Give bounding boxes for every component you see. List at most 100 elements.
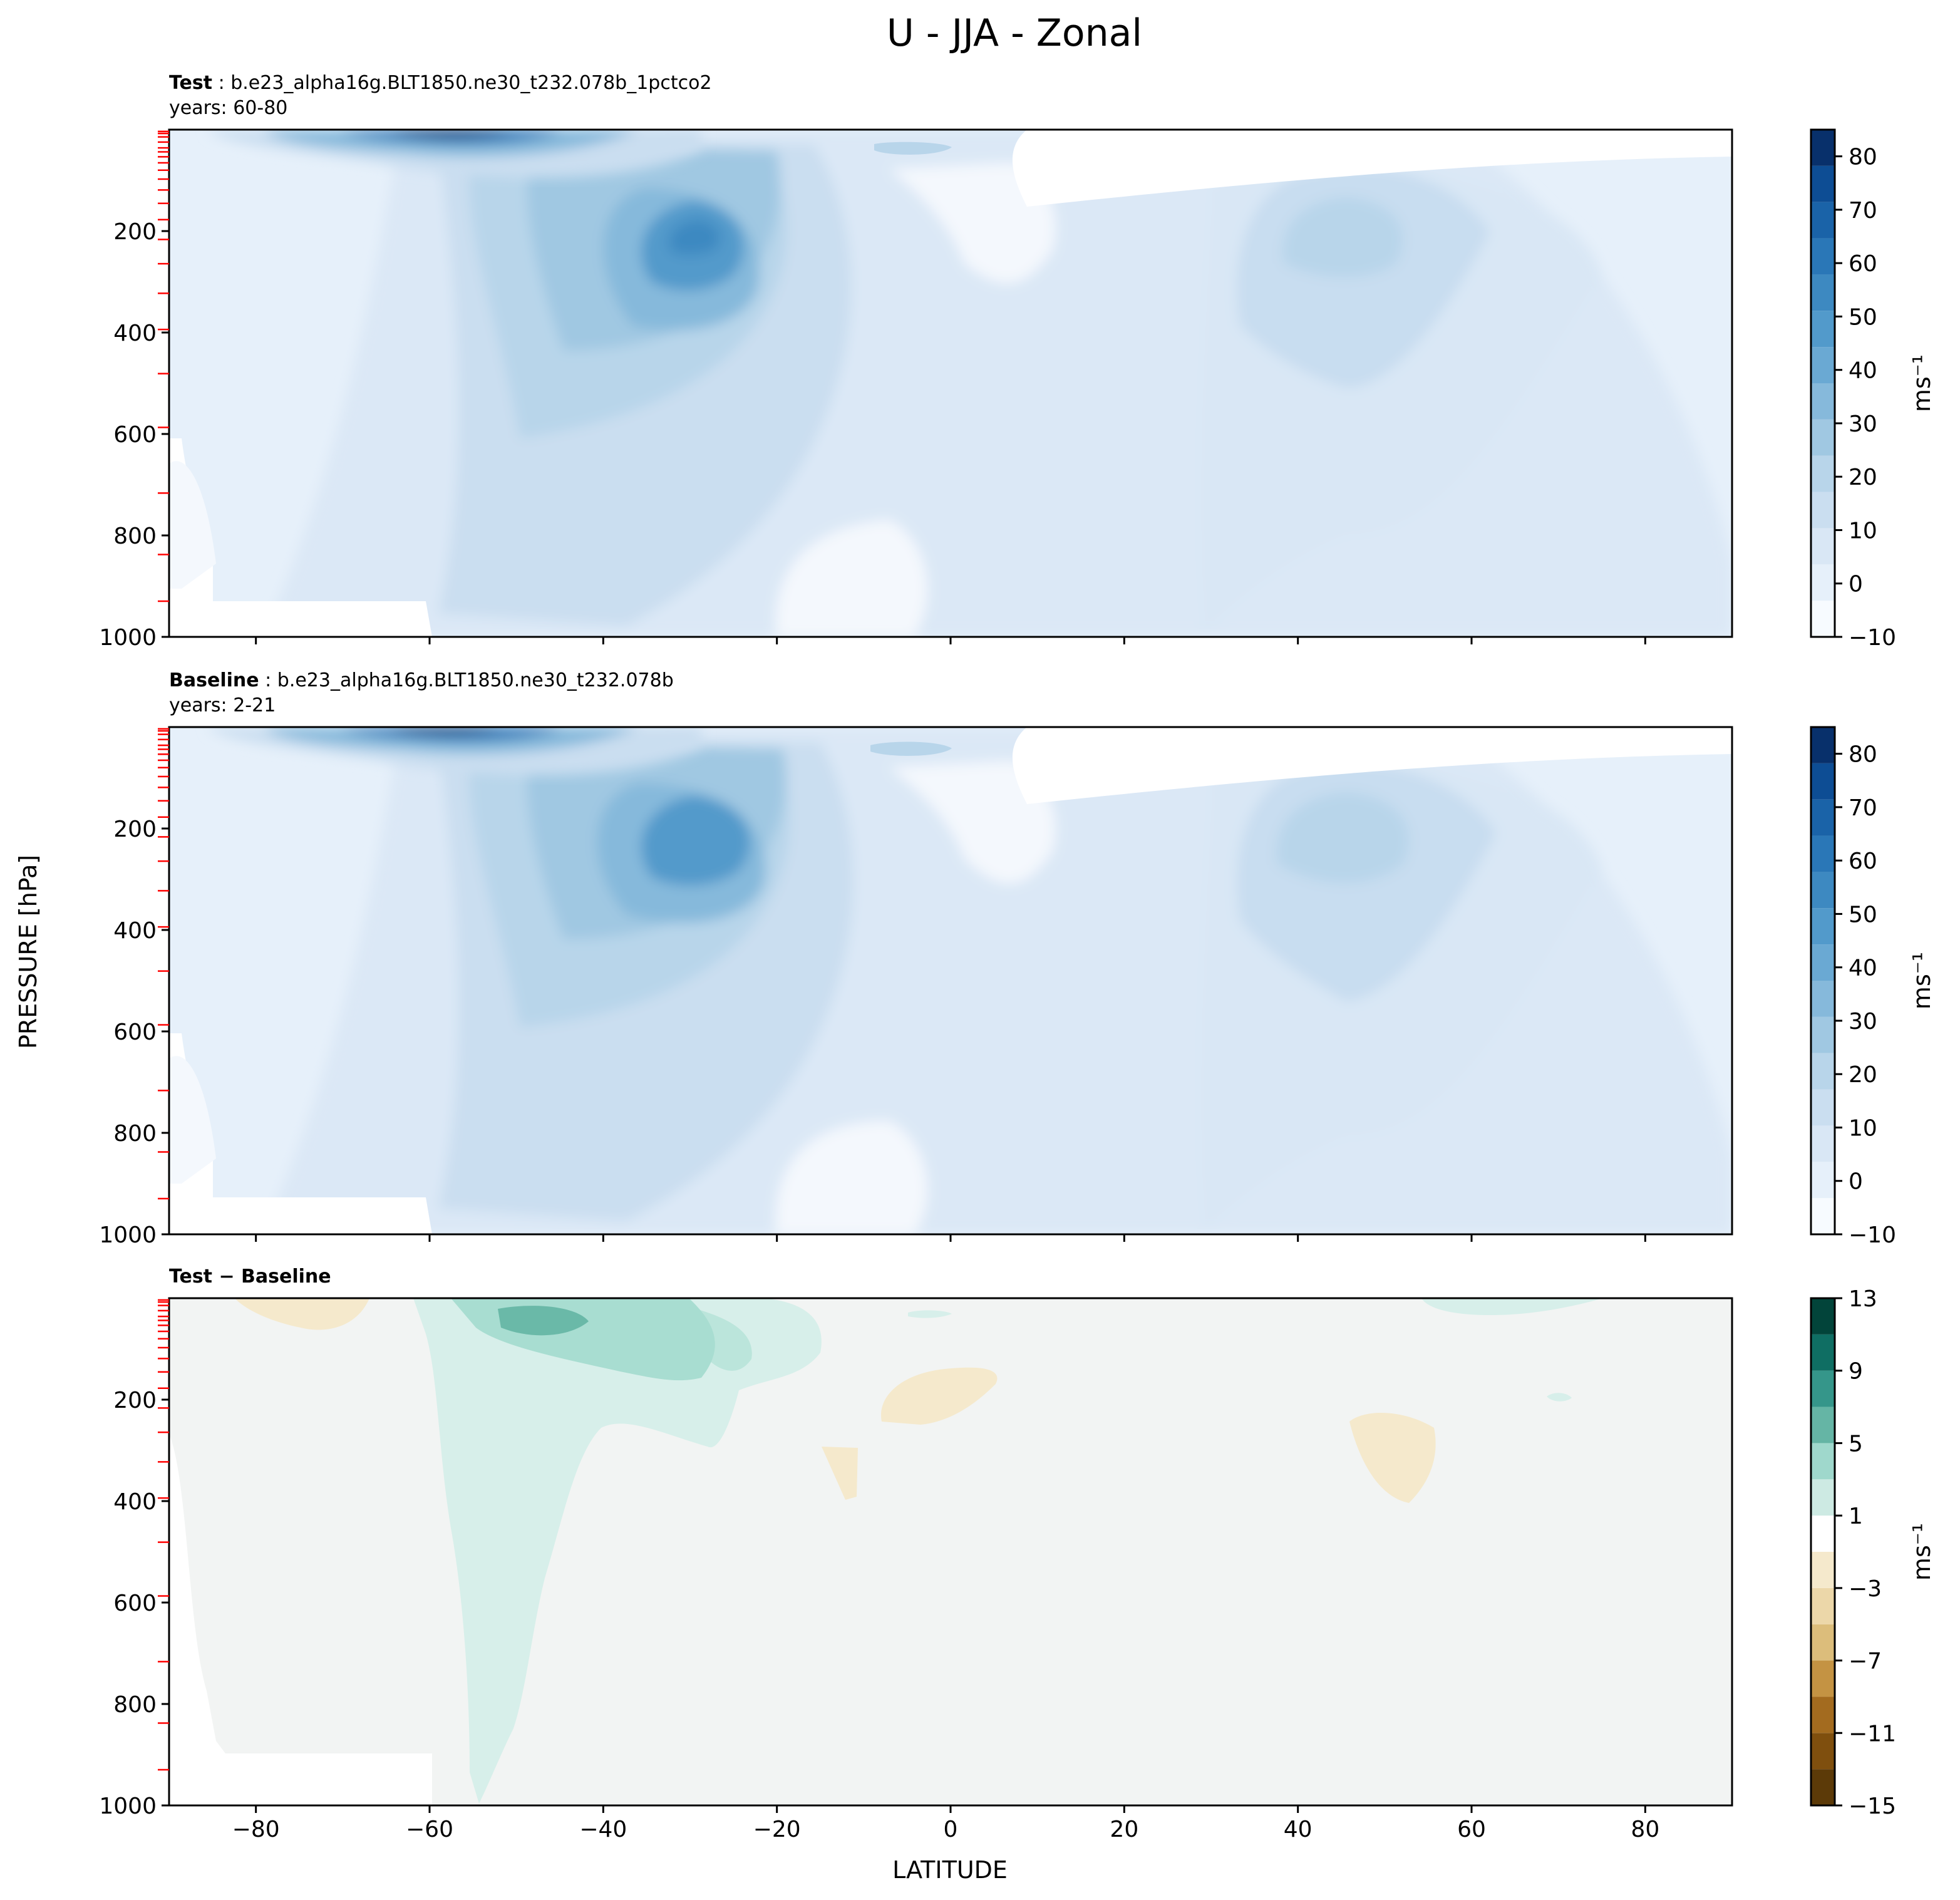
baseline-contour-band-40 [641,795,750,885]
colorbar-segment [1811,1334,1835,1371]
y-tick-label: 200 [113,817,157,842]
colorbar-segment [1811,347,1835,383]
y-tick-label: 200 [113,219,157,245]
baseline-contour-band-strat-60 [338,727,564,741]
colorbar-segment [1811,1053,1835,1090]
colorbar-segment [1811,528,1835,565]
colorbar-tick-label: 0 [1849,572,1863,597]
colorbar-segment [1811,1089,1835,1126]
colorbar-tick-label: 10 [1849,518,1877,544]
y-tick-label: 400 [113,918,157,944]
y-tick-label: 600 [113,1591,157,1616]
colorbar-tick-label: 70 [1849,795,1877,821]
test-antarctic-surface-mask [169,130,432,637]
colorbar-segment [1811,1370,1835,1407]
figure-title: U - JJA - Zonal [887,11,1142,55]
colorbar-segment [1811,1515,1835,1552]
colorbar-tick-label: 30 [1849,1009,1877,1035]
test-panel-subtitle: years: 60-80 [169,97,287,119]
difference-colorbar-label: ms⁻¹ [1908,1523,1936,1581]
y-tick-label: 1000 [99,1222,157,1248]
colorbar-tick-label: 9 [1849,1359,1863,1385]
baseline-contour-band-trop-0 [889,761,1056,884]
x-tick-label: 60 [1457,1817,1486,1842]
colorbar-tick-label: 5 [1849,1431,1863,1457]
y-axis-label: PRESSURE [hPa] [14,855,42,1049]
colorbar-segment [1811,165,1835,202]
colorbar-segment [1811,908,1835,945]
colorbar-tick-label: −3 [1849,1576,1882,1602]
test-contour-band-45 [669,219,721,256]
colorbar-segment [1811,1016,1835,1053]
colorbar-segment [1811,1198,1835,1234]
colorbar-tick-label: 20 [1849,1062,1877,1088]
test-contour-field [169,130,1732,637]
colorbar-segment [1811,763,1835,800]
colorbar-tick-label: 30 [1849,411,1877,437]
difference-contour-band-neg-1d [1349,1413,1436,1503]
colorbar-segment [1811,1162,1835,1199]
baseline-axes: 200 400 600 800 1000 [99,728,1646,1248]
x-tick-label: 20 [1110,1817,1138,1842]
colorbar-segment [1811,1298,1835,1335]
test-contour-band-strat-80 [388,130,513,137]
y-tick-label: 400 [113,1489,157,1515]
colorbar-segment [1811,274,1835,311]
colorbar-segment [1811,601,1835,637]
colorbar-tick-label: 50 [1849,902,1877,927]
y-tick-label: 800 [113,524,157,549]
difference-contour-band-pos-1nh [1421,1298,1603,1315]
x-tick-label: −80 [232,1817,280,1842]
x-tick-label: 80 [1631,1817,1659,1842]
x-tick-label: −60 [406,1817,453,1842]
difference-contour-band-pos-9 [498,1306,589,1336]
baseline-antarctic-weak-winds [169,1056,216,1184]
test-colorbar: ms⁻¹ 80 70 60 50 40 30 20 10 0 −10 [1810,128,1936,651]
colorbar-frame [1810,726,1836,1236]
test-small-upper-blob [874,142,952,155]
colorbar-segment [1811,238,1835,275]
colorbar-segment [1811,1552,1835,1588]
colorbar-tick-label: −11 [1849,1721,1896,1747]
colorbar-segment [1811,564,1835,601]
colorbar-segment [1811,799,1835,836]
colorbar-frame [1810,128,1836,638]
colorbar-tick-label: 80 [1849,145,1877,170]
difference-small-pos-blob-nh [1547,1393,1572,1402]
y-tick-label: 1000 [99,1794,157,1819]
y-tick-label: 800 [113,1692,157,1718]
colorbar-frame [1810,1297,1836,1807]
baseline-contour-band-strat-80 [388,727,501,734]
baseline-panel-subtitle: years: 2-21 [169,694,276,716]
colorbar-tick-label: 13 [1849,1286,1877,1312]
colorbar-segment [1811,311,1835,348]
test-upper-trop-white-region [1012,130,1732,207]
colorbar-tick-label: 70 [1849,198,1877,224]
difference-contour-field [169,1298,1732,1805]
baseline-panel: Baseline : b.e23_alpha16g.BLT1850.ne30_t… [99,669,1733,1248]
colorbar-segment [1811,1769,1835,1805]
test-panel: Test : b.e23_alpha16g.BLT1850.ne30_t232.… [99,72,1733,651]
x-tick-label: 0 [944,1817,958,1842]
colorbar-tick-label: 60 [1849,251,1877,277]
test-colorbar-label: ms⁻¹ [1908,354,1936,412]
colorbar-segment [1811,1733,1835,1770]
colorbar-segment [1811,872,1835,909]
x-tick-label: −20 [753,1817,801,1842]
y-tick-label: 1000 [99,625,157,651]
colorbar-segment [1811,981,1835,1017]
y-tick-label: 600 [113,422,157,448]
difference-colorbar: ms⁻¹ 13 9 5 1 −3 −7 −11 −15 [1810,1286,1936,1819]
baseline-small-upper-blob [870,741,952,756]
baseline-contour-field [169,727,1732,1234]
y-tick-label: 200 [113,1388,157,1413]
baseline-colorbar-label: ms⁻¹ [1908,952,1936,1009]
colorbar-tick-label: 40 [1849,956,1877,981]
colorbar-tick-label: −15 [1849,1794,1896,1819]
colorbar-tick-label: 60 [1849,849,1877,874]
difference-contour-band-pos-5b [651,1298,752,1371]
colorbar-segment [1811,419,1835,456]
difference-white-band [169,1434,225,1753]
